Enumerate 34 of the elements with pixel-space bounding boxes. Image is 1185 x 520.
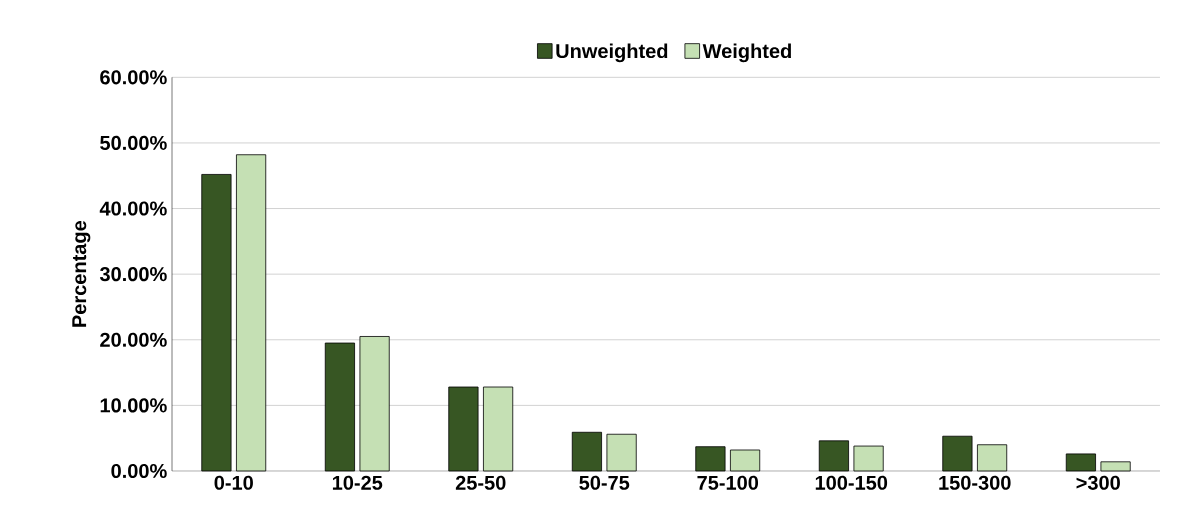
x-tick-label: 75-100: [697, 475, 759, 490]
x-tick-label: 25-50: [455, 475, 506, 490]
legend-label: Weighted: [702, 43, 791, 63]
bar: [942, 435, 973, 472]
bar: [324, 342, 355, 472]
bar: [236, 154, 267, 472]
x-tick-label: 0-10: [214, 475, 253, 490]
y-tick-label: 10.00%: [100, 398, 167, 413]
x-tick-label: 10-25: [332, 475, 383, 490]
bar: [853, 445, 884, 472]
bar: [201, 174, 232, 472]
bar: [730, 449, 761, 472]
x-tick-label: 50-75: [579, 475, 630, 490]
y-axis-title: Percentage: [72, 220, 91, 327]
bar: [977, 444, 1008, 472]
bar: [359, 336, 390, 472]
x-tick-label: 100-150: [815, 475, 888, 490]
x-tick-label: 150-300: [939, 475, 1011, 490]
bar: [818, 440, 849, 472]
bar: [606, 433, 637, 472]
y-tick-label: 60.00%: [100, 70, 167, 85]
bar: [571, 431, 602, 472]
y-tick-label: 30.00%: [99, 267, 167, 282]
y-tick-label: 50.00%: [100, 135, 167, 151]
bar: [1100, 461, 1131, 472]
y-tick-label: 20.00%: [100, 332, 167, 347]
bar: [695, 446, 726, 472]
y-tick-label: 40.00%: [99, 201, 167, 216]
bar: [1065, 453, 1096, 472]
bar: [483, 386, 514, 472]
x-tick-label: >300: [1076, 475, 1120, 490]
y-tick-label: 0.00%: [111, 463, 167, 479]
legend-label: Unweighted: [556, 43, 668, 63]
bar: [448, 386, 479, 472]
